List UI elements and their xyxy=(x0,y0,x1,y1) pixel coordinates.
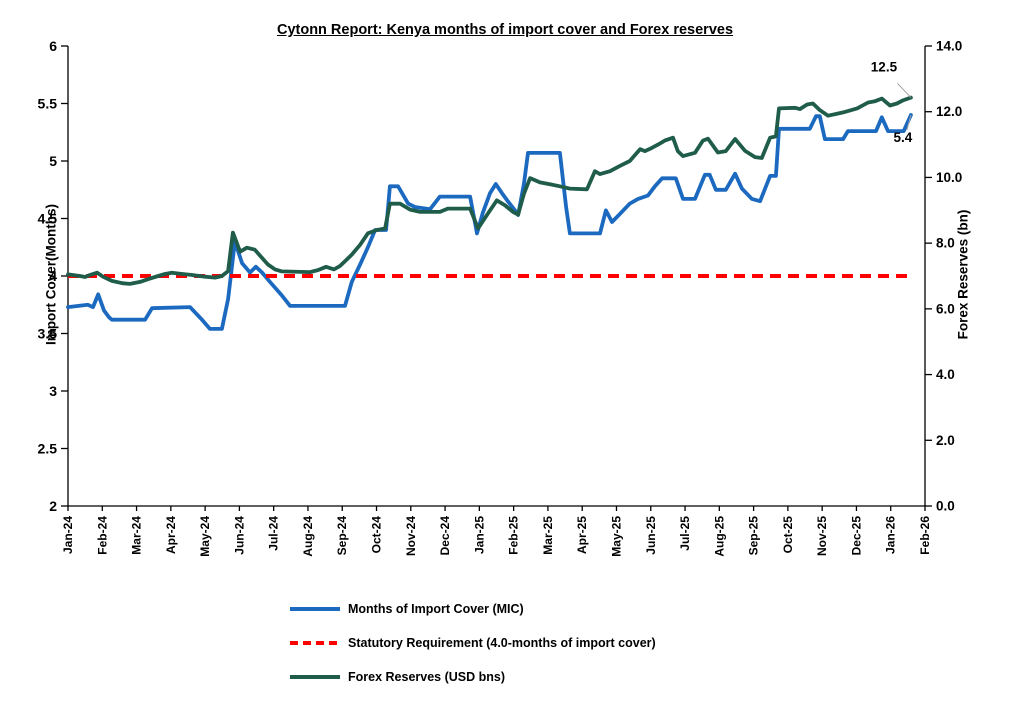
x-tick-label: Aug-24 xyxy=(301,516,315,557)
x-tick-label: Jun-25 xyxy=(644,516,658,555)
legend-label-mic: Months of Import Cover (MIC) xyxy=(348,602,524,616)
x-tick-label: Apr-24 xyxy=(164,516,178,554)
x-tick-label: Feb-25 xyxy=(507,516,521,555)
annotation-5.4: 5.4 xyxy=(894,130,913,145)
x-tick-label: Apr-25 xyxy=(575,516,589,554)
x-tick-label: Jan-25 xyxy=(472,516,486,554)
x-tick-label: Oct-24 xyxy=(370,516,384,554)
legend-item-mic: Months of Import Cover (MIC) xyxy=(288,602,656,616)
y-right-tick-label: 10.0 xyxy=(936,170,962,185)
legend-label-statutory: Statutory Requirement (4.0-months of imp… xyxy=(348,636,656,650)
annotation-12.5: 12.5 xyxy=(871,60,898,75)
y-left-tick-label: 3.5 xyxy=(38,326,58,342)
chart-title: Cytonn Report: Kenya months of import co… xyxy=(276,22,734,38)
chart-legend: Months of Import Cover (MIC) Statutory R… xyxy=(288,602,656,704)
legend-item-forex: Forex Reserves (USD bns) xyxy=(288,670,656,684)
annotation-leader xyxy=(897,82,912,98)
y-left-tick-label: 4.5 xyxy=(38,211,58,227)
x-tick-label: Jan-26 xyxy=(884,516,898,554)
x-tick-label: Dec-24 xyxy=(438,516,452,556)
mic-line xyxy=(66,113,913,331)
x-tick-label: Jul-24 xyxy=(267,516,281,551)
y-axis-right-title: Forex Reserves (bn) xyxy=(955,209,971,340)
x-tick-label: Sep-24 xyxy=(335,516,349,556)
x-tick-label: May-24 xyxy=(198,516,212,557)
x-tick-label: Oct-25 xyxy=(781,516,795,554)
x-tick-label: Nov-25 xyxy=(815,516,829,556)
y-left-tick-label: 2.5 xyxy=(38,441,58,457)
x-tick-label: Aug-25 xyxy=(712,516,726,557)
y-left-tick-label: 6 xyxy=(49,38,57,54)
x-tick-label: Jul-25 xyxy=(678,516,692,551)
forex-line xyxy=(66,95,913,286)
legend-item-statutory: Statutory Requirement (4.0-months of imp… xyxy=(288,636,656,650)
x-tick-label: Mar-25 xyxy=(541,516,555,555)
x-tick-label: Mar-24 xyxy=(130,516,144,555)
y-right-tick-label: 12.0 xyxy=(936,104,962,119)
legend-label-forex: Forex Reserves (USD bns) xyxy=(348,670,506,684)
y-left-tick-label: 3 xyxy=(49,383,57,399)
y-right-tick-label: 14.0 xyxy=(936,39,962,54)
y-left-tick-label: 2 xyxy=(49,498,57,514)
forex-line-sample xyxy=(290,675,340,679)
y-axis-left-title: Import Cover(Months) xyxy=(43,204,59,345)
x-tick-label: Feb-26 xyxy=(918,516,932,555)
x-tick-label: Sep-25 xyxy=(747,516,761,556)
y-left-tick-label: 5 xyxy=(49,153,57,169)
mic-line-sample xyxy=(290,607,340,611)
x-tick-label: Jan-24 xyxy=(61,516,75,554)
x-tick-label: Jun-24 xyxy=(232,516,246,555)
y-right-tick-label: 8.0 xyxy=(936,236,955,251)
y-right-tick-label: 0.0 xyxy=(936,499,955,514)
y-right-tick-label: 6.0 xyxy=(936,301,955,316)
statutory-line-sample xyxy=(290,641,340,645)
annotation-leader xyxy=(906,114,912,130)
x-tick-label: Feb-24 xyxy=(95,516,109,555)
y-right-tick-label: 4.0 xyxy=(936,367,955,382)
y-left-tick-label: 5.5 xyxy=(38,96,58,112)
x-tick-label: May-25 xyxy=(609,516,623,557)
y-left-tick-label: 4 xyxy=(49,268,57,284)
x-tick-label: Nov-24 xyxy=(404,516,418,556)
x-tick-label: Dec-25 xyxy=(849,516,863,556)
y-right-tick-label: 2.0 xyxy=(936,433,955,448)
